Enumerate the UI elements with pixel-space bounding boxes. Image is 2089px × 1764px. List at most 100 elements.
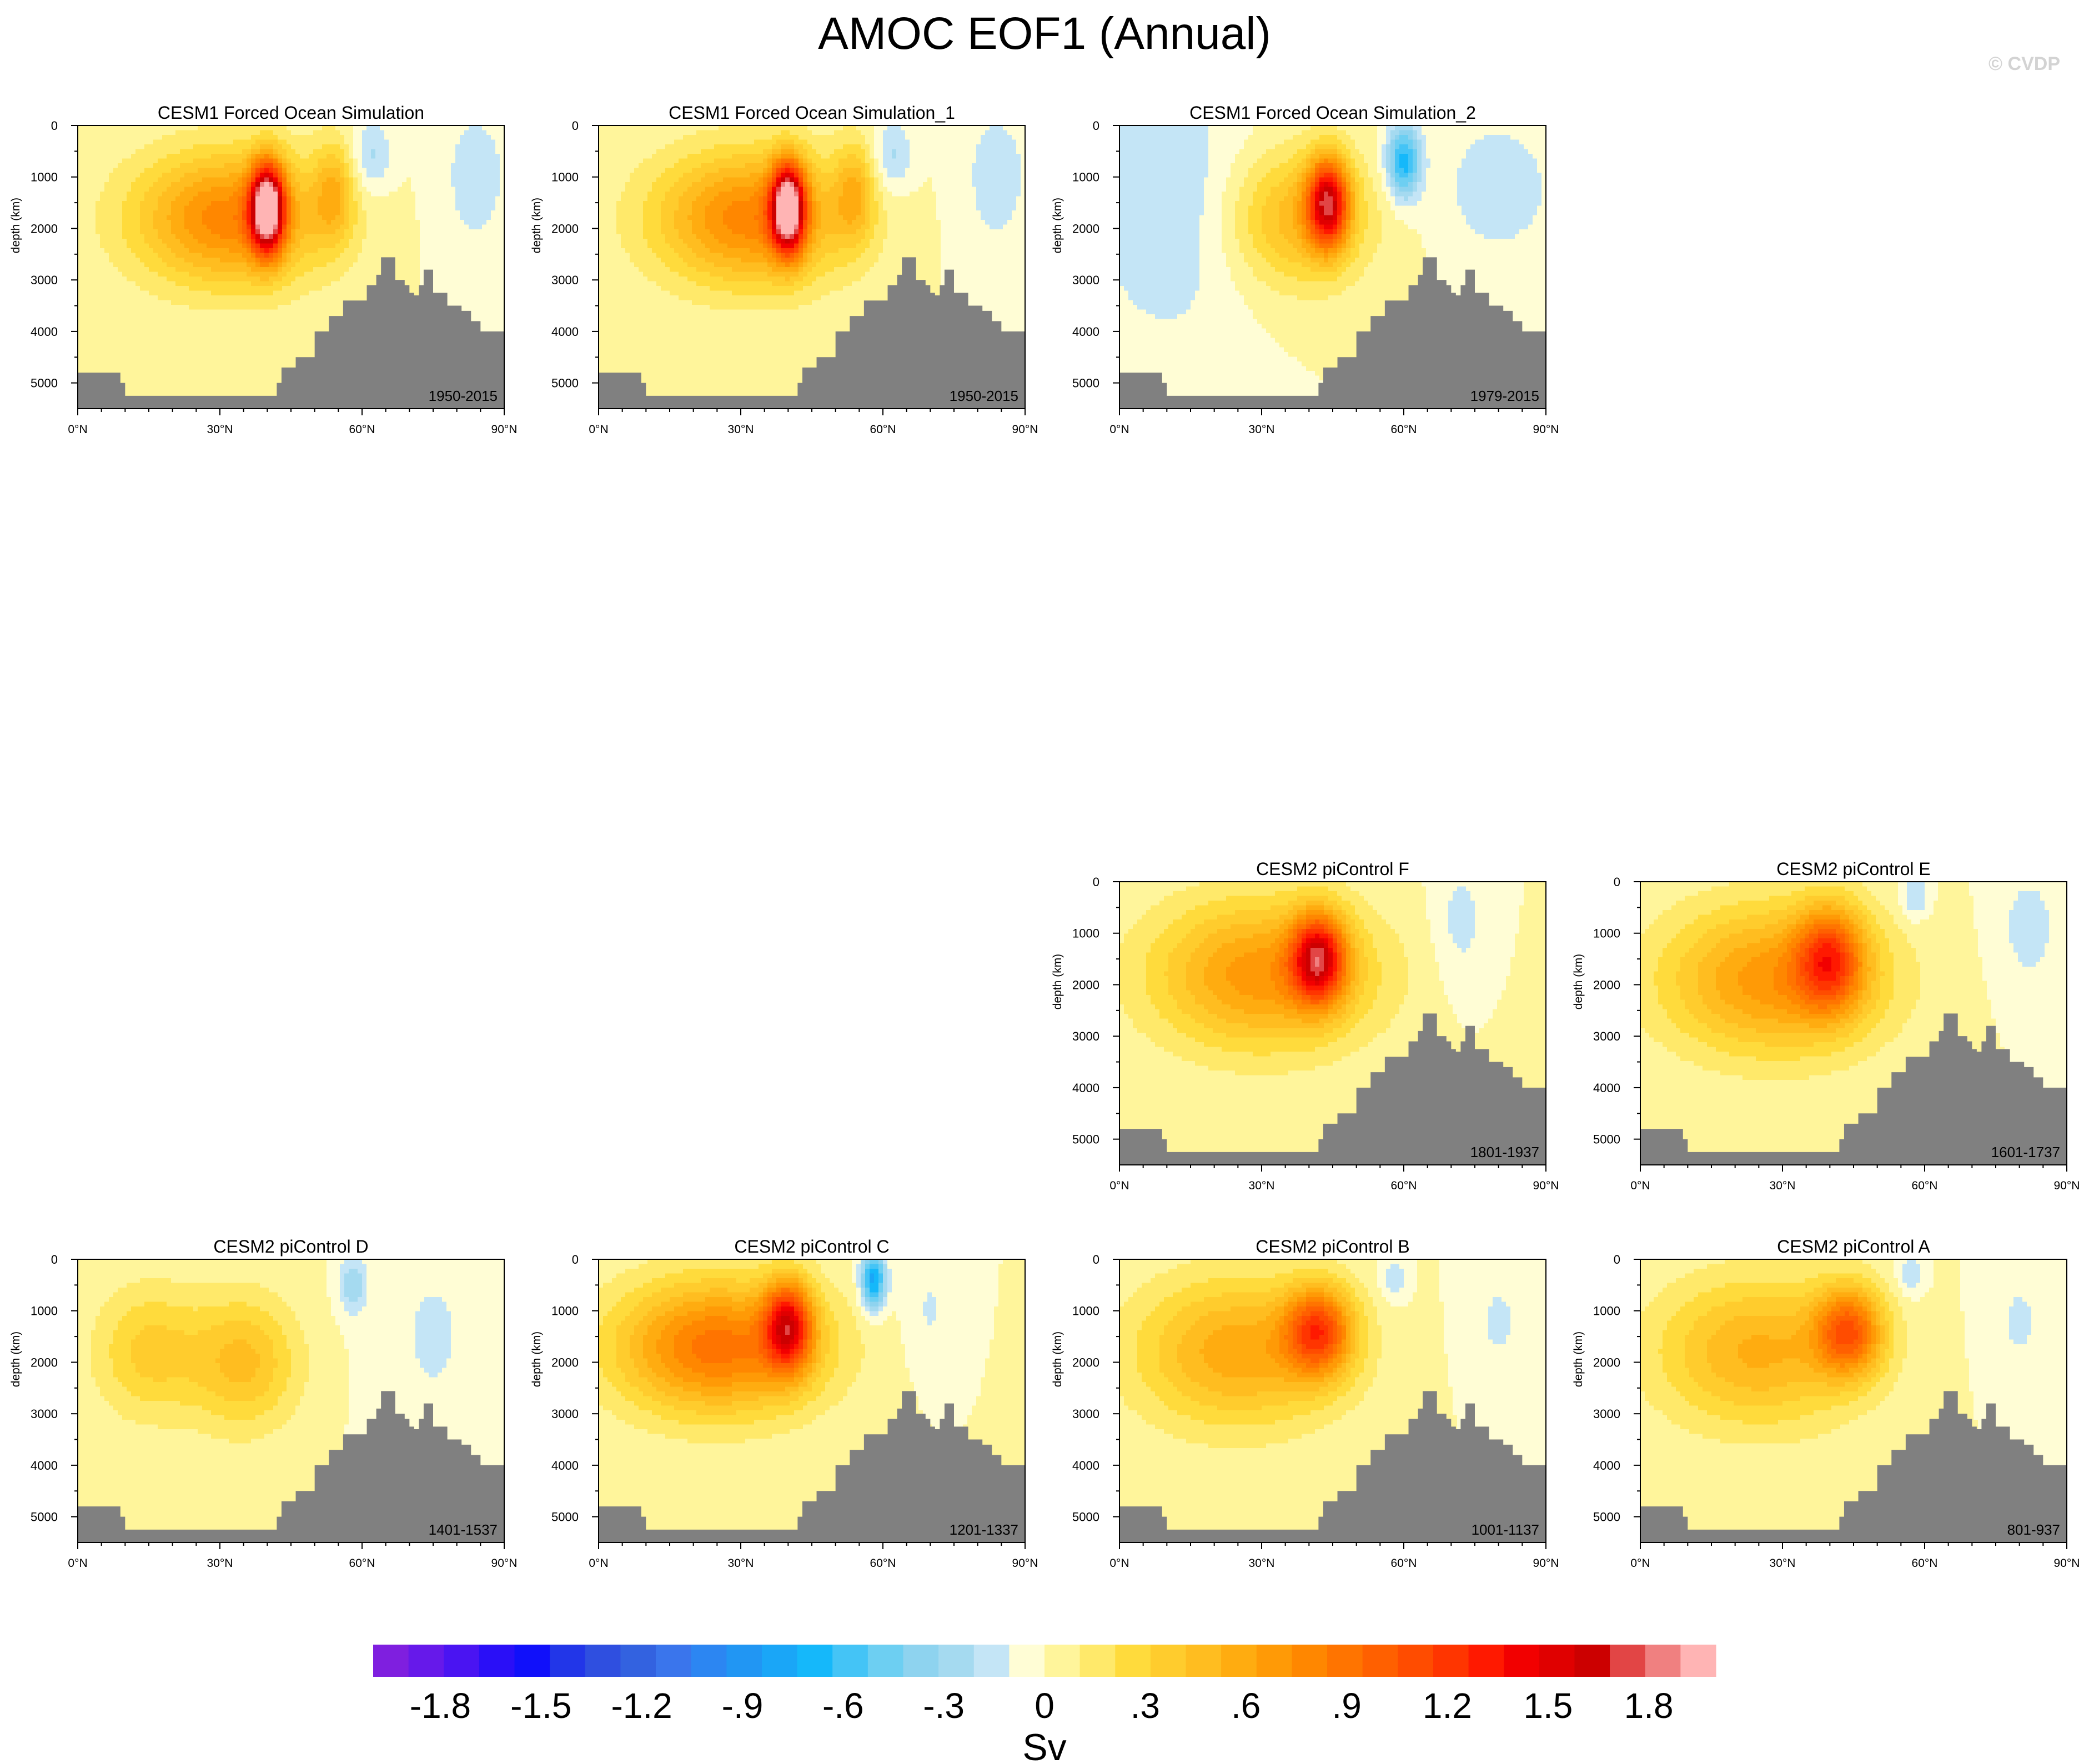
field-cell bbox=[313, 305, 318, 310]
field-cell bbox=[229, 149, 234, 154]
field-cell bbox=[131, 314, 136, 320]
field-cell bbox=[127, 352, 132, 358]
field-cell bbox=[295, 295, 300, 301]
field-cell bbox=[189, 192, 194, 197]
field-cell bbox=[171, 333, 176, 339]
field-cell bbox=[255, 144, 260, 150]
field-cell bbox=[135, 272, 140, 277]
field-cell bbox=[215, 177, 220, 183]
field-cell bbox=[104, 224, 109, 230]
field-cell bbox=[304, 281, 309, 287]
field-cell bbox=[304, 224, 309, 230]
field-cell bbox=[353, 144, 358, 150]
field-cell bbox=[340, 295, 345, 301]
field-cell bbox=[313, 258, 318, 263]
field-cell bbox=[144, 192, 149, 197]
field-cell bbox=[309, 187, 314, 192]
field-cell bbox=[193, 125, 198, 131]
field-cell bbox=[122, 248, 127, 254]
field-cell bbox=[171, 258, 176, 263]
field-cell bbox=[171, 234, 176, 239]
field-cell bbox=[224, 300, 229, 305]
field-cell bbox=[198, 182, 203, 188]
field-cell bbox=[211, 125, 216, 131]
field-cell bbox=[215, 229, 220, 235]
field-cell bbox=[269, 347, 274, 353]
field-cell bbox=[158, 177, 163, 183]
field-cell bbox=[415, 187, 420, 192]
field-cell bbox=[122, 234, 127, 239]
field-cell bbox=[233, 173, 238, 178]
field-cell bbox=[264, 144, 269, 150]
field-cell bbox=[149, 356, 154, 362]
field-cell bbox=[327, 215, 332, 220]
field-cell bbox=[331, 277, 336, 282]
field-cell bbox=[362, 295, 367, 301]
field-cell bbox=[78, 125, 83, 131]
field-cell bbox=[131, 154, 136, 159]
field-cell bbox=[295, 205, 300, 211]
field-cell bbox=[251, 375, 256, 381]
field-cell bbox=[255, 352, 260, 358]
field-cell bbox=[180, 324, 185, 329]
field-cell bbox=[220, 234, 225, 239]
field-cell bbox=[207, 144, 212, 150]
field-cell bbox=[153, 343, 158, 348]
field-cell bbox=[366, 234, 371, 239]
field-cell bbox=[393, 173, 398, 178]
field-cell bbox=[238, 163, 243, 169]
field-cell bbox=[100, 356, 105, 362]
field-cell bbox=[349, 272, 354, 277]
field-cell bbox=[242, 314, 247, 320]
field-cell bbox=[144, 163, 149, 169]
field-cell bbox=[238, 192, 243, 197]
field-cell bbox=[78, 305, 83, 310]
field-cell bbox=[118, 210, 123, 216]
field-cell bbox=[278, 192, 283, 197]
field-cell bbox=[264, 375, 269, 381]
field-cell bbox=[233, 380, 238, 386]
field-cell bbox=[78, 262, 83, 268]
field-cell bbox=[269, 205, 274, 211]
field-cell bbox=[127, 149, 132, 154]
field-cell bbox=[282, 224, 287, 230]
field-cell bbox=[424, 154, 429, 159]
field-cell bbox=[313, 125, 318, 131]
field-cell bbox=[96, 314, 101, 320]
field-cell bbox=[167, 380, 172, 386]
field-cell bbox=[411, 210, 416, 216]
field-cell bbox=[322, 248, 327, 254]
field-cell bbox=[135, 163, 140, 169]
field-cell bbox=[118, 272, 123, 277]
field-cell bbox=[96, 229, 101, 235]
field-cell bbox=[109, 210, 114, 216]
field-cell bbox=[135, 215, 140, 220]
field-cell bbox=[135, 139, 140, 145]
field-cell bbox=[433, 149, 438, 154]
field-cell bbox=[78, 352, 83, 358]
field-cell bbox=[255, 149, 260, 154]
field-cell bbox=[327, 196, 332, 202]
field-cell bbox=[100, 324, 105, 329]
field-cell bbox=[371, 187, 376, 192]
field-cell bbox=[131, 182, 136, 188]
field-cell bbox=[87, 314, 92, 320]
field-cell bbox=[282, 130, 287, 135]
field-cell bbox=[433, 196, 438, 202]
field-cell bbox=[362, 149, 367, 154]
field-cell bbox=[300, 173, 305, 178]
field-cell bbox=[429, 168, 434, 173]
field-cell bbox=[362, 163, 367, 169]
field-cell bbox=[207, 229, 212, 235]
field-cell bbox=[300, 224, 305, 230]
field-cell bbox=[144, 281, 149, 287]
field-cell bbox=[180, 333, 185, 339]
field-cell bbox=[442, 224, 447, 230]
field-cell bbox=[353, 149, 358, 154]
field-cell bbox=[113, 130, 118, 135]
field-cell bbox=[313, 158, 318, 164]
field-cell bbox=[113, 224, 118, 230]
field-cell bbox=[144, 125, 149, 131]
field-cell bbox=[255, 324, 260, 329]
field-cell bbox=[393, 248, 398, 254]
